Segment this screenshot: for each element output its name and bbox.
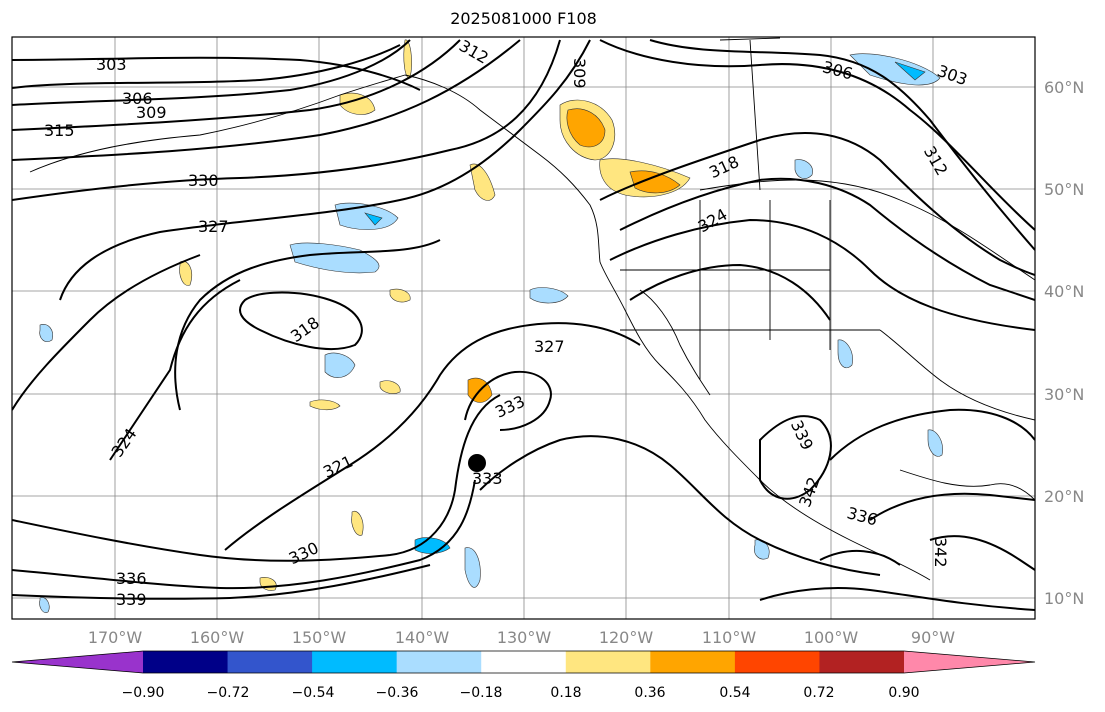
lat-label: 10°N [1044,589,1084,608]
map-title: 2025081000 F108 [450,9,597,28]
colorbar-segment [734,651,820,673]
colorbar-segment [227,651,313,673]
contour-label: 342 [931,537,950,568]
contour-label: 306 [122,89,153,108]
lon-label: 90°W [911,628,955,647]
lat-label: 40°N [1044,282,1084,301]
longitude-labels: 170°W 160°W 150°W 140°W 130°W 120°W 110°… [88,628,955,647]
colorbar-tick: −0.36 [376,685,419,701]
colorbar-tick: 0.54 [719,685,750,701]
map-area [12,37,1035,619]
lon-label: 110°W [702,628,757,647]
coastlines [29,37,1035,581]
colorbar-segment [650,651,736,673]
colorbar-tick: −0.90 [122,685,165,701]
map-frame [11,36,1036,620]
lat-label: 50°N [1044,180,1084,199]
contour-label: 303 [96,55,127,74]
latitude-labels: 60°N 50°N 40°N 30°N 20°N 10°N [1044,78,1084,608]
colorbar-extend-high [904,651,1035,673]
contour-label: 339 [116,590,147,609]
colorbar-segment [143,651,229,673]
lon-label: 130°W [497,628,552,647]
colorbar-ticks: −0.90 −0.72 −0.54 −0.36 −0.18 0.18 0.36 … [122,685,920,701]
colorbar-tick: −0.54 [292,685,335,701]
contour-label: 333 [472,469,503,488]
contour-label: 309 [136,103,167,122]
colorbar-segment [396,651,482,673]
shaded-anomalies [39,39,943,613]
lat-label: 30°N [1044,385,1084,404]
contour-label: 336 [116,569,147,588]
lon-label: 100°W [804,628,859,647]
colorbar-tick: 0.18 [550,685,581,701]
lon-label: 140°W [395,628,450,647]
lon-label: 160°W [190,628,245,647]
colorbar-outline [11,650,1036,674]
contour-label: 309 [570,58,589,89]
colorbar-tick: 0.36 [634,685,665,701]
colorbar-tick: −0.18 [460,685,503,701]
lat-label: 60°N [1044,78,1084,97]
colorbar-segment [481,651,567,673]
gridlines [12,37,1035,619]
storm-center-marker [468,454,486,472]
colorbar [11,650,1036,674]
map-content [12,37,1035,619]
contour-label: 315 [44,121,75,140]
colorbar-segment [565,651,651,673]
colorbar-segment [312,651,398,673]
lon-label: 150°W [292,628,347,647]
lon-label: 120°W [599,628,654,647]
colorbar-tick: 0.90 [888,685,919,701]
contour-label: 330 [188,171,219,190]
colorbar-tick: 0.72 [803,685,834,701]
colorbar-segment [819,651,905,673]
lon-label: 170°W [88,628,143,647]
contour-label: 327 [534,337,565,356]
colorbar-tick: −0.72 [207,685,250,701]
contour-lines [12,39,1035,611]
colorbar-extend-low [12,651,143,673]
lat-label: 20°N [1044,487,1084,506]
contour-label: 327 [198,217,229,236]
